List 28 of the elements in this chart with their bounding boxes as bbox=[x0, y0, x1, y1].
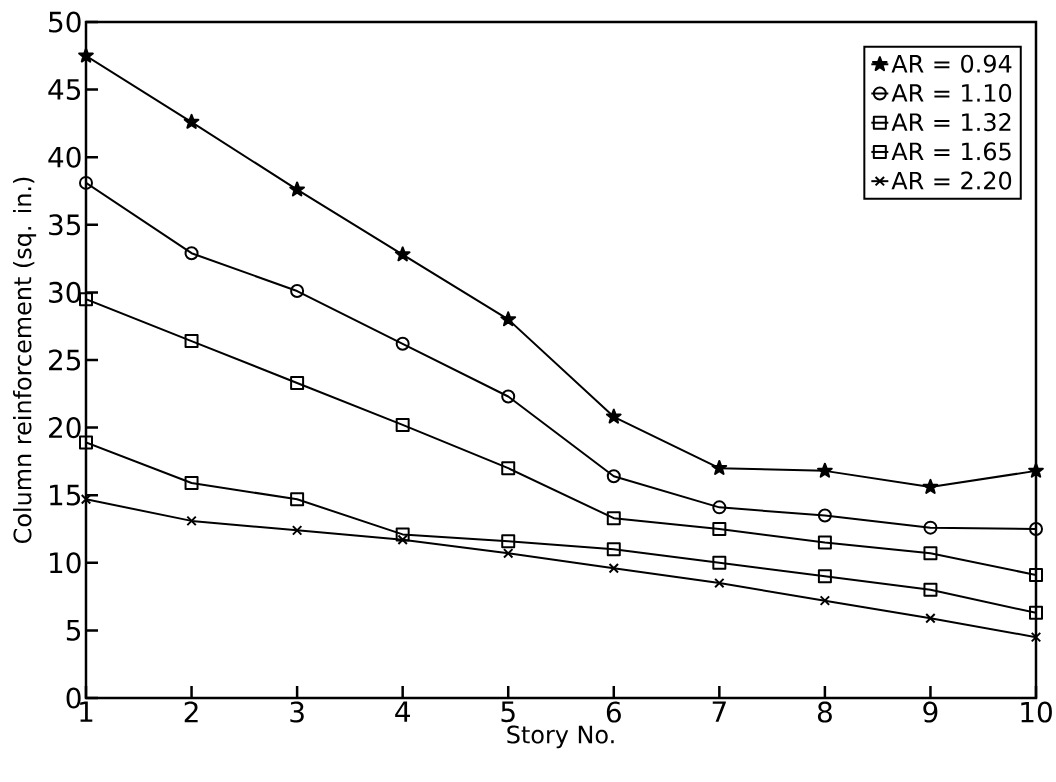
legend-label: AR = 1.65 bbox=[891, 142, 1011, 161]
x-tick-label: 7 bbox=[712, 701, 726, 722]
legend-label: AR = 1.10 bbox=[891, 83, 1012, 102]
y-tick-label: 0 bbox=[66, 687, 81, 709]
x-tick-label: 10 bbox=[1021, 701, 1052, 723]
x-tick-label: 2 bbox=[184, 701, 198, 723]
x-tick-label: 8 bbox=[817, 701, 832, 723]
y-tick-label: 20 bbox=[49, 417, 81, 439]
y-axis-title: Column reinforcement (sq. in.) bbox=[13, 177, 37, 544]
x-tick-label: 6 bbox=[606, 701, 621, 723]
y-tick-label: 10 bbox=[50, 552, 81, 574]
y-tick-label: 5 bbox=[66, 620, 81, 641]
y-tick-label: 25 bbox=[49, 349, 81, 371]
y-tick-label: 30 bbox=[49, 281, 81, 303]
x-tick-label: 3 bbox=[290, 701, 304, 723]
y-tick-label: 35 bbox=[49, 214, 81, 236]
x-tick-label: 9 bbox=[923, 701, 938, 723]
y-tick-label: 50 bbox=[49, 11, 81, 33]
legend-label: AR = 2.20 bbox=[891, 171, 1012, 190]
y-tick-label: 45 bbox=[48, 79, 81, 100]
legend-label: AR = 0.94 bbox=[891, 54, 1012, 73]
x-tick-label: 1 bbox=[80, 701, 93, 722]
x-tick-label: 5 bbox=[501, 701, 515, 723]
legend-label: AR = 1.32 bbox=[891, 113, 1011, 132]
y-tick-label: 15 bbox=[50, 484, 81, 506]
y-tick-label: 40 bbox=[48, 146, 81, 168]
x-axis-title: Story No. bbox=[507, 725, 614, 749]
x-tick-label: 4 bbox=[395, 701, 410, 722]
